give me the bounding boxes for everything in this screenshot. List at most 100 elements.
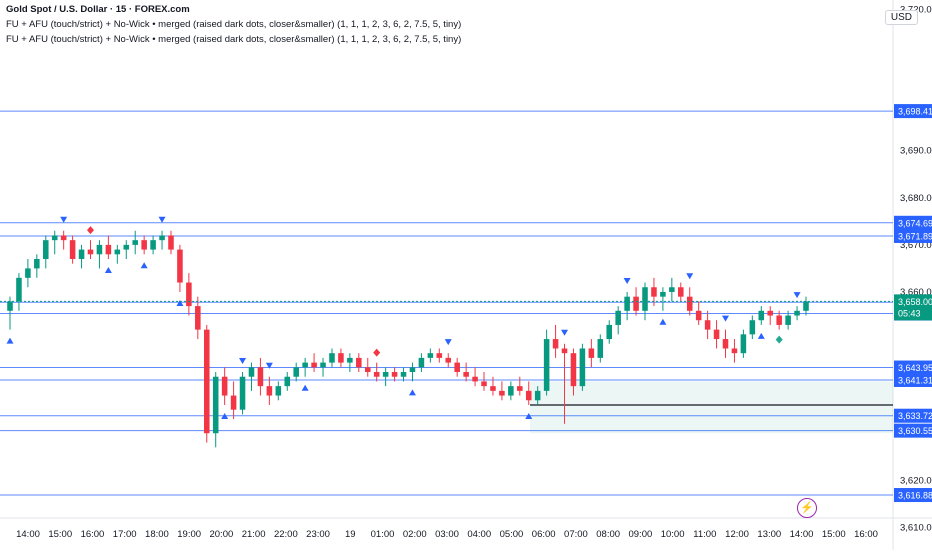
candle-body	[123, 244, 130, 250]
down-triangle-marker	[623, 277, 631, 284]
candle-body	[78, 249, 85, 259]
current-price-label: 3,658.00	[898, 297, 932, 307]
diamond-marker	[373, 348, 381, 357]
x-tick-label: 19:00	[177, 529, 201, 540]
candle-body	[239, 376, 246, 410]
level-price-label: 3,674.69	[898, 218, 932, 228]
candle-body	[293, 367, 299, 377]
candle-body	[490, 386, 496, 391]
candle-body	[114, 249, 121, 255]
candle-body	[722, 339, 729, 349]
x-tick-label: 10:00	[661, 529, 685, 540]
currency-button[interactable]: USD	[884, 10, 918, 25]
candle-body	[7, 301, 13, 311]
down-triangle-marker	[265, 362, 273, 369]
candle-body	[570, 353, 577, 387]
candle-body	[221, 376, 228, 396]
level-price-label: 3,698.41	[898, 107, 932, 117]
x-tick-label: 15:00	[822, 529, 846, 540]
candle-body	[186, 282, 192, 307]
x-tick-label: 17:00	[113, 529, 137, 540]
candle-body	[400, 372, 407, 377]
candle-body	[543, 339, 550, 391]
level-price-tag	[894, 408, 932, 423]
candle-body	[203, 329, 210, 434]
lightning-icon[interactable]: ⚡	[797, 498, 817, 518]
candle-body	[266, 386, 273, 396]
symbol-title[interactable]: Gold Spot / U.S. Dollar · 15 · FOREX.com	[6, 4, 190, 15]
candle-body	[16, 277, 22, 302]
level-price-tag	[894, 488, 932, 503]
x-tick-label: 06:00	[532, 529, 556, 540]
y-tick-label: 3,610.00	[900, 522, 932, 533]
candle-body	[597, 339, 604, 358]
y-tick-label: 3,660.00	[900, 287, 932, 298]
candle-body	[132, 240, 138, 245]
indicator-legend-2[interactable]: FU + AFU (touch/strict) + No-Wick • merg…	[6, 34, 462, 45]
candle-body	[195, 306, 201, 330]
x-tick-label: 11:00	[693, 529, 716, 540]
candle-body	[418, 357, 425, 368]
candle-body	[713, 329, 720, 340]
candle-body	[69, 240, 76, 259]
candle-body	[51, 235, 58, 241]
up-triangle-marker	[757, 332, 765, 339]
candle-body	[248, 367, 255, 377]
candle-body	[159, 235, 165, 241]
candle-body	[669, 287, 675, 292]
x-tick-label: 22:00	[274, 529, 298, 540]
candle-body	[579, 348, 586, 387]
candle-body	[767, 310, 773, 316]
x-tick-label: 18:00	[145, 529, 169, 540]
up-triangle-marker	[176, 299, 184, 306]
candle-body	[364, 367, 371, 373]
candle-body	[695, 310, 702, 321]
x-tick-label: 15:00	[48, 529, 72, 540]
candle-body	[34, 259, 40, 269]
candle-body	[409, 367, 416, 373]
candle-body	[552, 339, 559, 349]
level-price-label: 3,630.55	[898, 426, 932, 436]
candle-body	[373, 372, 380, 377]
candle-body	[508, 386, 514, 396]
candle-body	[43, 240, 49, 259]
candle-body	[356, 357, 362, 368]
candle-body	[320, 362, 326, 368]
candle-body	[105, 244, 112, 255]
candle-body	[454, 362, 460, 373]
candle-body	[436, 353, 443, 358]
candle-body	[561, 348, 568, 354]
candle-body	[150, 240, 156, 250]
candle-body	[391, 372, 398, 377]
level-price-tag	[894, 104, 932, 119]
up-triangle-marker	[140, 262, 148, 269]
candle-body	[284, 376, 291, 387]
x-tick-label: 16:00	[81, 529, 105, 540]
down-triangle-marker	[444, 339, 452, 346]
y-tick-label: 3,720.00	[900, 4, 932, 15]
down-triangle-marker	[561, 329, 569, 336]
x-tick-label: 08:00	[596, 529, 620, 540]
candle-body	[230, 395, 237, 410]
candle-body	[168, 235, 174, 250]
x-tick-label: 02:00	[403, 529, 427, 540]
level-price-tag	[894, 215, 932, 230]
candle-body	[275, 386, 282, 396]
candle-body	[463, 372, 469, 377]
y-tick-label: 3,690.00	[900, 146, 932, 157]
candle-body	[803, 301, 809, 311]
candle-body	[731, 348, 738, 354]
x-tick-label: 16:00	[854, 529, 878, 540]
level-price-label: 3,671.89	[898, 231, 932, 241]
candle-body	[329, 353, 335, 363]
current-price-tag	[894, 294, 932, 321]
up-triangle-marker	[659, 318, 667, 325]
up-triangle-marker	[408, 389, 416, 396]
candle-body	[177, 249, 183, 283]
candle-body	[749, 320, 756, 335]
level-price-label: 3,616.88	[898, 491, 932, 501]
indicator-legend-1[interactable]: FU + AFU (touch/strict) + No-Wick • merg…	[6, 19, 462, 30]
y-tick-label: 3,680.00	[900, 193, 932, 204]
diamond-marker	[86, 226, 94, 235]
